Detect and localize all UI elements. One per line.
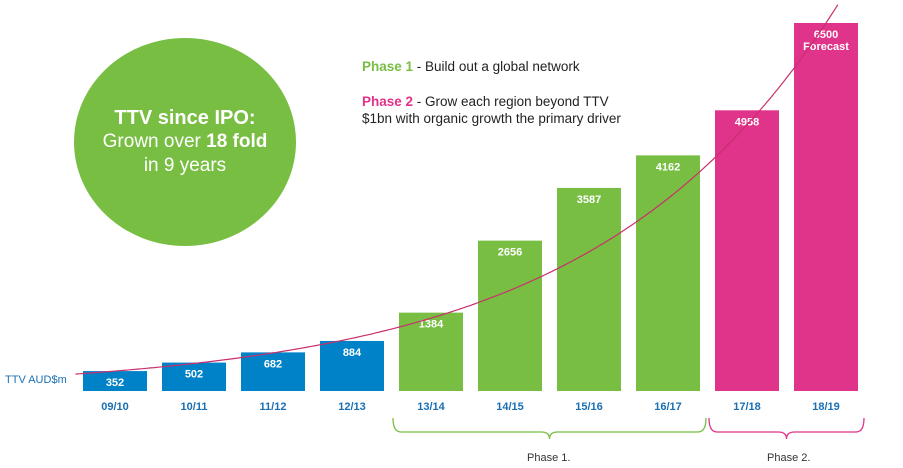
x-tick-label: 09/10 xyxy=(101,401,129,413)
bar-13/14 xyxy=(399,312,463,391)
bar-value-label: 1384 xyxy=(419,319,444,331)
legend-phase1-text: - Build out a global network xyxy=(413,59,580,74)
callout-growth-prefix: Grown over xyxy=(102,131,207,152)
bar-value-label: 2656 xyxy=(498,247,522,259)
legend-phase2-text-2: $1bn with organic growth the primary dri… xyxy=(362,111,621,126)
x-tick-label: 12/13 xyxy=(338,401,366,413)
bar-value-label: 352 xyxy=(106,377,124,389)
x-tick-label: 17/18 xyxy=(733,401,761,413)
bar-14/15 xyxy=(478,240,542,391)
callout-growth-line: Grown over 18 fold xyxy=(103,130,268,154)
x-tick-label: 10/11 xyxy=(181,401,208,413)
bar-value-label: 884 xyxy=(343,347,362,359)
bar-17/18 xyxy=(715,110,779,391)
bar-18/19 xyxy=(794,23,858,391)
bar-value-label: 3587 xyxy=(577,194,601,206)
bar-value-label: 4162 xyxy=(656,161,680,173)
bar-value-label: 682 xyxy=(264,358,282,370)
x-tick-label: 13/14 xyxy=(417,401,445,413)
ttv-callout-circle: TTV since IPO: Grown over 18 fold in 9 y… xyxy=(74,38,296,246)
bar-value-label: 4958 xyxy=(735,116,759,128)
bar-12/13 xyxy=(320,340,384,391)
legend-phase2-text-1: - Grow each region beyond TTV xyxy=(413,94,609,109)
x-tick-label: 15/16 xyxy=(575,401,603,413)
legend-phase1: Phase 1 - Build out a global network xyxy=(362,58,580,75)
callout-years: in 9 years xyxy=(143,155,227,176)
bar-value-label: 502 xyxy=(185,369,203,381)
x-tick-label: 16/17 xyxy=(654,401,682,413)
trend-line xyxy=(75,4,839,375)
bar-11/12 xyxy=(241,352,305,391)
bar-10/11 xyxy=(162,362,226,391)
x-tick-label: 14/15 xyxy=(496,401,524,413)
bar-16/17 xyxy=(636,155,700,391)
x-tick-label: 18/19 xyxy=(812,401,840,413)
legend-phase2-label: Phase 2 xyxy=(362,94,414,109)
y-axis-label: TTV AUD$m xyxy=(5,374,67,386)
legend-phase2: Phase 2 - Grow each region beyond TTV $1… xyxy=(362,93,621,127)
x-tick-label: 11/12 xyxy=(260,401,287,413)
legend-phase1-label: Phase 1 xyxy=(362,59,414,74)
bar-09/10 xyxy=(83,371,147,391)
bar-15/16 xyxy=(557,187,621,391)
phase2-group-label: Phase 2. xyxy=(767,452,811,464)
phase1-group-label: Phase 1. xyxy=(527,452,571,464)
phase-bracket-2 xyxy=(708,417,865,440)
callout-title: TTV since IPO: xyxy=(114,107,256,129)
phase-bracket-1 xyxy=(392,417,707,440)
forecast-label: Forecast xyxy=(803,41,849,53)
callout-growth-value: 18 fold xyxy=(206,131,268,152)
